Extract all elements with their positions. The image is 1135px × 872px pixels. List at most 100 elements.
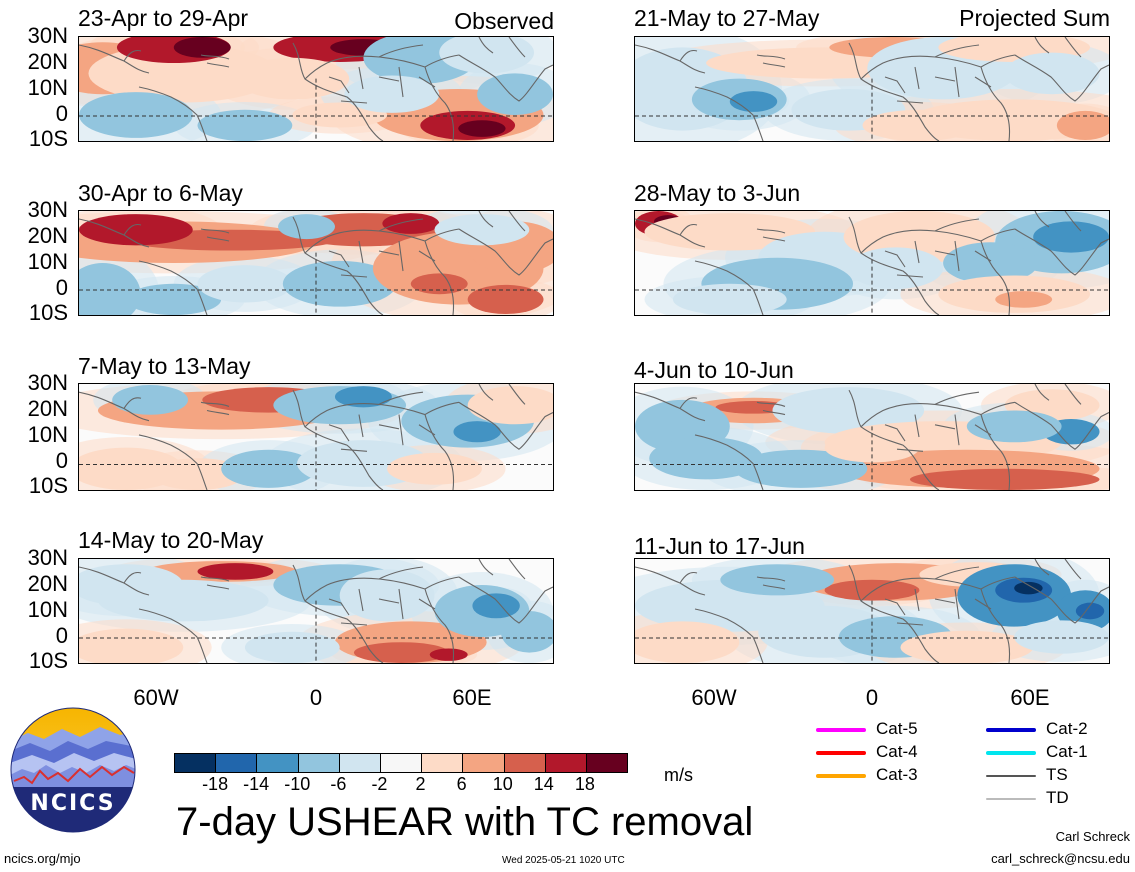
lat-label: 20N xyxy=(27,49,68,74)
coastline xyxy=(980,414,1011,490)
lat-label: 10S xyxy=(28,300,68,325)
tc-legend-line xyxy=(986,775,1036,777)
shear-contour xyxy=(734,449,868,488)
shear-contour xyxy=(439,37,535,74)
coastline xyxy=(934,566,1016,590)
ncics-logo: NCICS xyxy=(10,707,136,833)
lat-label: 10S xyxy=(28,473,68,498)
coastline xyxy=(848,564,940,663)
shear-contour xyxy=(720,564,835,596)
lon-label-60w-left: 60W xyxy=(133,685,179,710)
shear-contour xyxy=(672,283,787,315)
coastline xyxy=(934,44,1016,68)
shear-contour xyxy=(1014,620,1109,654)
coastline xyxy=(378,218,460,242)
map-panel-1 xyxy=(78,36,554,142)
colorbar-swatch xyxy=(175,754,217,772)
panel-tag-projected: Projected Sum xyxy=(959,5,1110,31)
shear-contour xyxy=(112,385,189,415)
coastline xyxy=(304,403,426,428)
coastline xyxy=(980,66,1011,141)
colorbar-swatch xyxy=(463,754,505,772)
coastline xyxy=(79,566,150,596)
lat-label: 0 xyxy=(55,623,68,648)
coastline xyxy=(884,66,992,104)
panel-title-5: 21-May to 27-May xyxy=(634,5,820,31)
coastline xyxy=(860,229,982,254)
colorbar-tick-label: -14 xyxy=(243,774,270,794)
shear-field-map xyxy=(79,384,553,490)
coastline xyxy=(200,54,230,68)
shear-contour xyxy=(900,630,1034,663)
shear-contour xyxy=(458,120,506,137)
shear-contour xyxy=(387,452,482,485)
coastline xyxy=(1014,228,1109,276)
colorbar xyxy=(174,753,628,773)
coastline xyxy=(292,389,384,490)
colorbar-swatch xyxy=(339,754,381,772)
shear-contour xyxy=(500,611,553,653)
tc-legend-line xyxy=(816,751,866,755)
logo-text: NCICS xyxy=(30,791,116,816)
shear-field-map xyxy=(635,211,1109,315)
shear-contour xyxy=(278,214,335,240)
shear-field-map xyxy=(635,37,1109,141)
colorbar-tick-label: 2 xyxy=(415,774,426,794)
shear-contour xyxy=(453,421,501,443)
footer-timestamp: Wed 2025-05-21 1020 UTC xyxy=(502,855,625,866)
shear-contour xyxy=(429,648,468,661)
coastline xyxy=(79,391,150,422)
coastline xyxy=(756,401,786,416)
coastline xyxy=(860,403,982,428)
panel-title-6: 28-May to 3-Jun xyxy=(634,180,801,206)
coastline xyxy=(478,384,526,405)
lon-label-0-right: 0 xyxy=(865,685,879,710)
tc-legend-line xyxy=(986,798,1036,800)
coastline xyxy=(884,240,992,278)
shear-contour xyxy=(173,37,231,58)
coastline xyxy=(292,42,384,141)
tc-legend-label: Cat-2 xyxy=(1046,719,1088,738)
panel-title-7: 4-Jun to 10-Jun xyxy=(634,357,794,383)
coastline xyxy=(478,559,526,580)
coastline xyxy=(884,588,992,626)
coastline xyxy=(860,55,982,80)
coastline xyxy=(138,434,208,490)
lat-label: 30N xyxy=(27,545,68,570)
shear-contour xyxy=(79,92,193,138)
coastline xyxy=(328,414,436,452)
shear-contour xyxy=(649,437,763,480)
tc-legend-label: Cat-1 xyxy=(1046,742,1088,761)
map-panel-4 xyxy=(78,558,554,664)
shear-contour xyxy=(729,91,778,112)
coastline xyxy=(424,414,455,490)
shear-contour xyxy=(410,273,468,295)
tc-legend-line xyxy=(986,728,1036,732)
coastline xyxy=(200,228,230,242)
coastline xyxy=(934,218,1016,242)
lon-label-60w-right: 60W xyxy=(691,685,737,710)
coastline xyxy=(378,566,460,590)
colorbar-swatch xyxy=(380,754,423,772)
shear-field-map xyxy=(79,211,553,315)
coastline xyxy=(200,576,230,590)
coastline xyxy=(424,240,455,315)
lat-label: 30N xyxy=(27,23,68,48)
lat-label: 30N xyxy=(27,197,68,222)
lat-label: 10S xyxy=(28,126,68,151)
ncics-logo-icon xyxy=(10,707,136,833)
coastline xyxy=(635,44,706,74)
footer-author: Carl Schreck xyxy=(1055,829,1130,844)
shear-contour xyxy=(344,75,440,113)
coastline xyxy=(1014,576,1109,624)
coastline xyxy=(79,218,150,248)
lat-label: 10S xyxy=(28,648,68,673)
shear-field-map xyxy=(79,559,553,663)
coastline xyxy=(292,564,384,663)
lat-label: 0 xyxy=(55,101,68,126)
colorbar-tick-label: 14 xyxy=(533,774,554,794)
coastline xyxy=(635,391,706,422)
tc-legend-line xyxy=(816,774,866,778)
shear-contour xyxy=(467,284,544,314)
footer-email: carl_schreck@ncsu.edu xyxy=(991,851,1130,866)
